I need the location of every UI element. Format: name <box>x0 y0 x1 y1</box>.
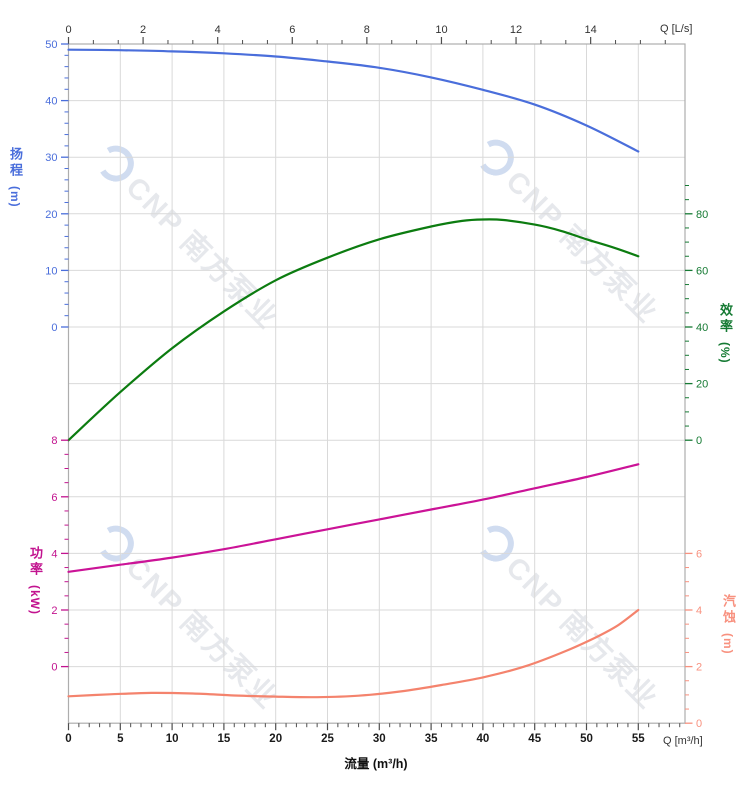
tick-label: 0 <box>65 733 71 745</box>
eff-axis: 80 60 40 20 0 <box>685 185 708 447</box>
tick-label: 2 <box>51 605 57 617</box>
x-axis-title: 流量 (m³/h) <box>344 757 408 771</box>
tick-label: 4 <box>696 605 702 617</box>
tick-label: 30 <box>373 733 386 745</box>
tick-label: 50 <box>45 39 57 51</box>
tick-label: 0 <box>51 322 57 334</box>
head-axis-title: 扬程 (m) <box>8 147 23 208</box>
tick-label: 30 <box>45 152 57 164</box>
eff-axis-title-text: 效率 <box>718 303 733 335</box>
tick-label: 2 <box>140 24 146 36</box>
head-axis-unit: (m) <box>8 186 22 208</box>
grid-lines <box>68 44 685 724</box>
tick-label: 55 <box>632 733 645 745</box>
tick-label: 8 <box>364 24 370 36</box>
power-curve <box>67 463 640 573</box>
head-axis: 50 40 30 20 10 0 <box>45 39 69 334</box>
tick-label: 80 <box>696 209 708 221</box>
tick-label: 35 <box>425 733 438 745</box>
tick-label: 45 <box>528 733 541 745</box>
x-axis-unit-top: Q [L/s] <box>660 23 693 35</box>
tick-label: 0 <box>696 718 702 730</box>
power-axis-unit: (kW) <box>28 585 42 615</box>
npsh-axis-title-text: 汽蚀 <box>721 594 736 626</box>
tick-label: 14 <box>585 24 597 36</box>
head-curve <box>67 48 640 153</box>
head-axis-title-text: 扬程 <box>8 147 23 179</box>
eff-axis-title: 效率 (%) <box>718 303 733 364</box>
bottom-axis: 0 5 10 15 20 25 30 35 40 45 50 55 <box>65 723 681 745</box>
tick-label: 60 <box>696 265 708 277</box>
tick-label: 10 <box>45 265 57 277</box>
tick-label: 2 <box>696 662 702 674</box>
npsh-axis-title: 汽蚀 (m) <box>721 594 736 655</box>
tick-label: 20 <box>696 379 708 391</box>
tick-label: 20 <box>269 733 282 745</box>
tick-label: 6 <box>696 548 702 560</box>
power-axis: 8 6 4 2 0 <box>51 435 69 674</box>
npsh-curve <box>67 608 640 699</box>
tick-label: 10 <box>435 24 447 36</box>
tick-label: 40 <box>477 733 490 745</box>
npsh-axis-unit: (m) <box>721 633 735 655</box>
tick-label: 10 <box>166 733 179 745</box>
tick-label: 8 <box>51 435 57 447</box>
tick-label: 20 <box>45 209 57 221</box>
tick-label: 6 <box>51 492 57 504</box>
tick-label: 4 <box>215 24 221 36</box>
tick-label: 0 <box>65 24 71 36</box>
power-axis-title-text: 功率 <box>28 546 43 578</box>
tick-label: 15 <box>218 733 231 745</box>
eff-curve <box>67 218 640 442</box>
top-axis: 0 2 4 6 8 10 12 14 <box>65 24 666 44</box>
tick-label: 4 <box>51 548 57 560</box>
tick-label: 0 <box>51 662 57 674</box>
tick-label: 25 <box>321 733 334 745</box>
npsh-axis: 6 4 2 0 <box>685 548 702 730</box>
tick-label: 0 <box>696 435 702 447</box>
x-axis-unit-bottom: Q [m³/h] <box>663 735 703 747</box>
tick-label: 12 <box>510 24 522 36</box>
tick-label: 40 <box>45 96 57 108</box>
tick-label: 6 <box>289 24 295 36</box>
tick-label: 50 <box>580 733 593 745</box>
tick-label: 40 <box>696 322 708 334</box>
eff-axis-unit: (%) <box>718 342 732 364</box>
tick-label: 5 <box>117 733 124 745</box>
power-axis-title: 功率 (kW) <box>28 546 43 615</box>
